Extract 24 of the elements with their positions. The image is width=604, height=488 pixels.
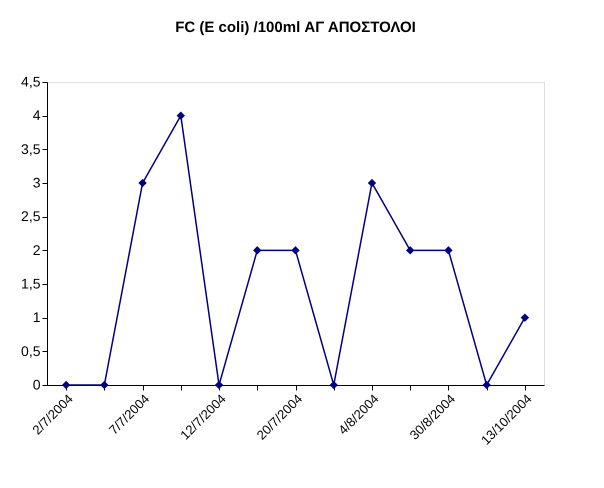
y-tick-label: 3,5 — [21, 140, 41, 157]
y-tick-label: 3 — [32, 174, 41, 190]
y-tick-label: 4 — [32, 107, 41, 124]
y-tick-label: 1 — [32, 309, 41, 326]
point — [520, 313, 530, 322]
point — [482, 380, 491, 390]
point — [100, 380, 109, 390]
point — [291, 246, 300, 255]
y-tick-label: 0 — [32, 376, 41, 392]
point — [444, 246, 453, 255]
y-tick-label: 0,5 — [21, 342, 41, 359]
point — [406, 246, 414, 255]
point — [62, 380, 70, 390]
point — [138, 178, 147, 188]
point — [253, 246, 262, 255]
y-tick-label: 4,5 — [21, 74, 41, 90]
point — [330, 380, 338, 390]
y-tick-label: 2 — [32, 242, 41, 258]
y-tick-label: 1,5 — [21, 276, 41, 292]
chart-title: FC (E coli) /100ml ΑΓ ΑΠΟΣΤΟΛΟΙ — [175, 19, 416, 36]
point — [214, 380, 224, 390]
point — [176, 111, 185, 120]
point — [368, 178, 376, 188]
y-tick-label: 2,5 — [21, 208, 41, 224]
